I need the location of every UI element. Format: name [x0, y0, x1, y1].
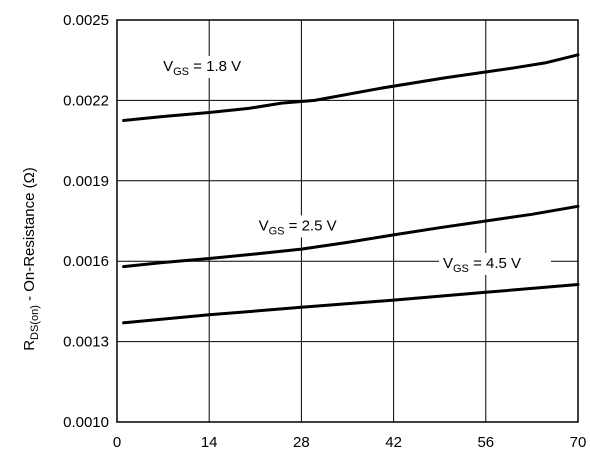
- x-tick-label: 14: [201, 434, 218, 451]
- series-labels: VGS = 1.8 V VGS = 2.5 V VGS = 4.5 V: [159, 55, 551, 275]
- x-tick-label: 28: [293, 434, 310, 451]
- series-label-background-0: [159, 55, 272, 78]
- series-line-1: [122, 204, 580, 269]
- series-line-2: [122, 283, 580, 325]
- y-axis-label-rest: - On-Resistance (Ω): [21, 167, 38, 305]
- series-label-background-2: [438, 252, 551, 275]
- y-tick-label: 0.0010: [63, 414, 109, 431]
- y-tick-label: 0.0025: [63, 12, 109, 29]
- y-axis-label-sub: DS(on): [29, 305, 41, 340]
- series-lines: [122, 53, 580, 325]
- series-line-0: [122, 53, 580, 122]
- series-label-2: VGS = 4.5 V: [443, 255, 521, 275]
- x-tick-label: 0: [113, 434, 121, 451]
- x-tick-labels: 0 14 28 42 56 70: [113, 434, 587, 451]
- y-tick-label: 0.0019: [63, 173, 109, 190]
- plot-frame: [116, 19, 579, 423]
- y-axis-label-main: R: [21, 340, 38, 351]
- x-tick-label: 42: [385, 434, 402, 451]
- y-tick-label: 0.0013: [63, 334, 109, 351]
- x-tick-label: 56: [477, 434, 494, 451]
- y-tick-label: 0.0022: [63, 92, 109, 109]
- y-tick-labels: 0.0010 0.0013 0.0016 0.0019 0.0022 0.0025: [63, 12, 109, 431]
- y-axis-label: RDS(on) - On-Resistance (Ω): [21, 167, 41, 351]
- y-tick-label: 0.0016: [63, 253, 109, 270]
- x-tick-label: 70: [570, 434, 587, 451]
- series-label-1: VGS = 2.5 V: [259, 217, 337, 237]
- series-label-background-1: [254, 215, 367, 238]
- series-label-0: VGS = 1.8 V: [163, 58, 241, 78]
